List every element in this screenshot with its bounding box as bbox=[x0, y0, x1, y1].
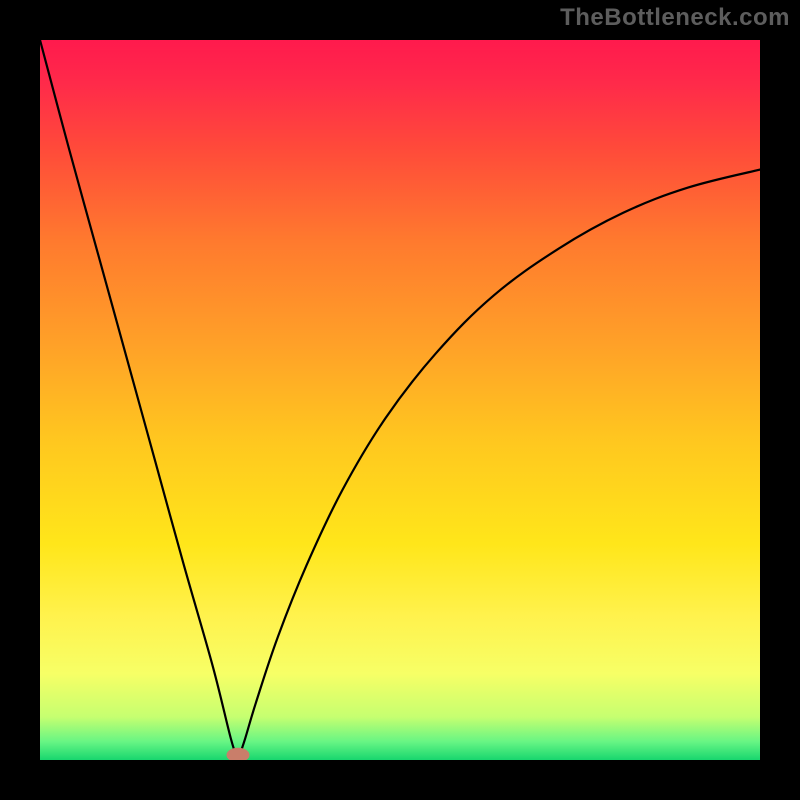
bottleneck-plot bbox=[40, 40, 760, 760]
watermark-text: TheBottleneck.com bbox=[560, 4, 790, 32]
plot-svg bbox=[40, 40, 760, 760]
frame: TheBottleneck.com bbox=[0, 0, 800, 800]
gradient-background bbox=[40, 40, 760, 760]
